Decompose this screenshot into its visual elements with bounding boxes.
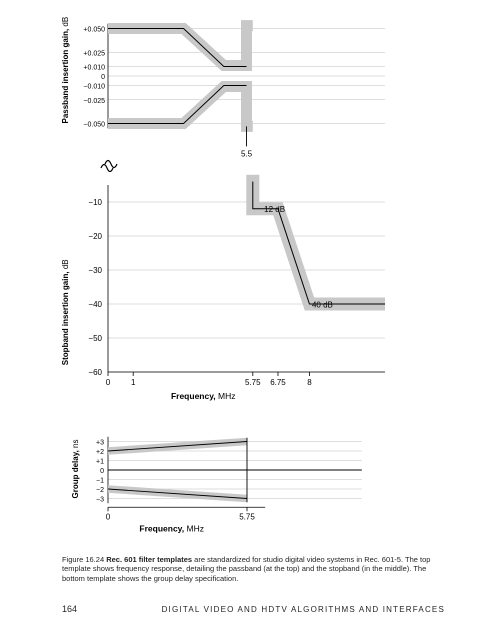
svg-text:−0.025: −0.025 <box>83 98 105 105</box>
page-number: 164 <box>62 604 77 614</box>
svg-text:−0.050: −0.050 <box>83 122 105 129</box>
svg-text:−20: −20 <box>88 232 102 241</box>
svg-text:0: 0 <box>100 468 104 475</box>
svg-text:Stopband insertion gain, dB: Stopband insertion gain, dB <box>61 259 70 365</box>
svg-text:−2: −2 <box>96 487 104 494</box>
svg-text:0: 0 <box>106 378 111 387</box>
svg-text:−60: −60 <box>88 368 102 377</box>
svg-text:+1: +1 <box>96 459 104 466</box>
svg-text:40 dB: 40 dB <box>312 300 333 309</box>
svg-text:8: 8 <box>307 378 312 387</box>
svg-text:−0.010: −0.010 <box>83 84 105 91</box>
frequency-response-chart: +0.050 +0.025 +0.010 0 −0.010 −0.025 −0.050 −10… <box>0 0 500 410</box>
svg-text:+0.050: +0.050 <box>83 27 105 34</box>
svg-text:5.75: 5.75 <box>245 378 261 387</box>
axis-break-icon <box>100 158 122 172</box>
svg-text:−50: −50 <box>88 334 102 343</box>
figure-title: Rec. 601 filter templates <box>106 555 192 564</box>
svg-text:5.75: 5.75 <box>239 512 255 521</box>
svg-text:Group delay, ns: Group delay, ns <box>71 440 80 499</box>
svg-text:−30: −30 <box>88 266 102 275</box>
svg-text:6.75: 6.75 <box>270 378 286 387</box>
svg-text:+0.010: +0.010 <box>83 65 105 72</box>
figure-label: Figure 16.24 <box>62 555 104 564</box>
svg-text:−10: −10 <box>88 198 102 207</box>
svg-text:0: 0 <box>106 512 111 521</box>
svg-text:+3: +3 <box>96 440 104 447</box>
svg-text:−1: −1 <box>96 478 104 485</box>
group-delay-chart: +3 +2 +1 0 −1 −2 −3 0 5.75 Frequency, MHz Group d… <box>0 410 500 540</box>
svg-text:5.5: 5.5 <box>241 149 253 158</box>
svg-text:Frequency, MHz: Frequency, MHz <box>171 391 236 401</box>
svg-text:Passband insertion gain, dB: Passband insertion gain, dB <box>61 17 70 124</box>
page: +0.050+0.025+0.0100−0.010−0.025−0.050−10… <box>0 0 500 626</box>
svg-text:Frequency, MHz: Frequency, MHz <box>139 523 204 533</box>
svg-text:−3: −3 <box>96 497 104 504</box>
figure-caption: Figure 16.24 Rec. 601 filter templates a… <box>62 555 442 583</box>
svg-text:+2: +2 <box>96 449 104 456</box>
svg-text:−40: −40 <box>88 300 102 309</box>
svg-text:12 dB: 12 dB <box>264 205 285 214</box>
running-footer: DIGITAL VIDEO AND HDTV ALGORITHMS AND IN… <box>162 605 445 614</box>
svg-text:+0.025: +0.025 <box>83 50 105 57</box>
svg-text:1: 1 <box>131 378 136 387</box>
svg-text:0: 0 <box>101 74 105 81</box>
